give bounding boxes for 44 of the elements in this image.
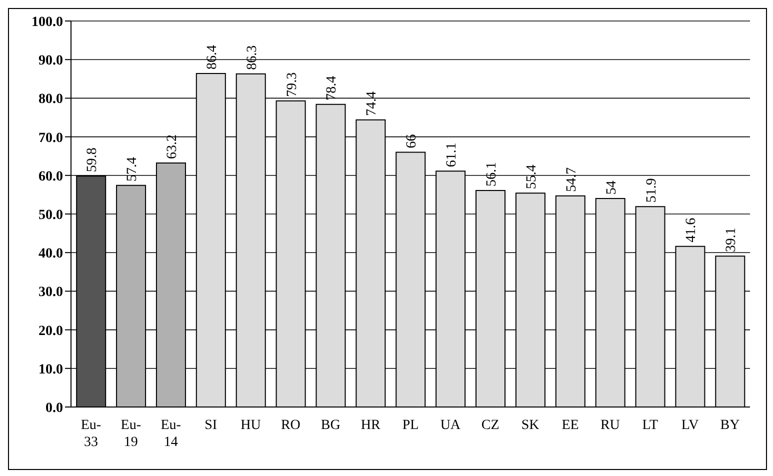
x-tick-label: SI	[204, 418, 218, 433]
y-tick-label: 70.0	[38, 130, 63, 146]
x-tick-label: EE	[562, 418, 579, 433]
data-label: 39.1	[724, 228, 740, 252]
data-label: 61.1	[444, 142, 460, 168]
data-label: 55.4	[524, 164, 540, 190]
data-label: 59.8	[85, 148, 100, 172]
x-tick-label: CZ	[481, 418, 500, 433]
data-label: 54.7	[564, 167, 580, 192]
x-tick-label: Eu-14	[160, 418, 182, 450]
y-tick-label: 0.0	[46, 400, 63, 416]
y-tick-label: 80.0	[38, 92, 63, 108]
y-tick-label: 10.0	[38, 362, 63, 378]
x-tick-label: HR	[360, 418, 381, 433]
y-tick-label: 90.0	[38, 54, 63, 69]
data-label: 78.4	[324, 76, 340, 100]
y-tick-label: 100.0	[32, 14, 63, 30]
data-label: 66	[404, 134, 420, 148]
x-tick-label: SK	[521, 418, 540, 433]
x-tick-label: LV	[681, 418, 699, 433]
x-tick-label: RO	[280, 418, 300, 433]
y-tick-label: 30.0	[38, 285, 63, 300]
y-tick-label: 50.0	[38, 208, 63, 223]
y-tick-label: 40.0	[38, 246, 63, 262]
data-label: 74.4	[364, 91, 380, 116]
data-label: 41.6	[684, 218, 700, 242]
x-tick-label: HU	[240, 418, 261, 433]
data-label: 54	[604, 180, 620, 195]
data-label: 86.3	[244, 45, 260, 70]
x-tick-label: BG	[320, 418, 340, 433]
y-tick-label: 20.0	[38, 324, 63, 339]
x-tick-label: PL	[402, 418, 419, 433]
y-tick-label: 60.0	[38, 169, 63, 184]
x-tick-label: Eu-33	[80, 418, 102, 450]
x-tick-label: LT	[642, 418, 658, 433]
x-tick-label: RU	[600, 418, 620, 433]
data-label: 56.1	[484, 162, 500, 186]
data-label: 57.4	[125, 156, 140, 182]
data-label: 79.3	[284, 72, 300, 97]
data-label: 51.9	[644, 178, 660, 203]
data-label: 86.4	[204, 44, 220, 70]
x-tick-label: BY	[720, 418, 740, 433]
x-tick-label: Eu-19	[120, 418, 142, 450]
x-tick-label: UA	[440, 418, 462, 433]
